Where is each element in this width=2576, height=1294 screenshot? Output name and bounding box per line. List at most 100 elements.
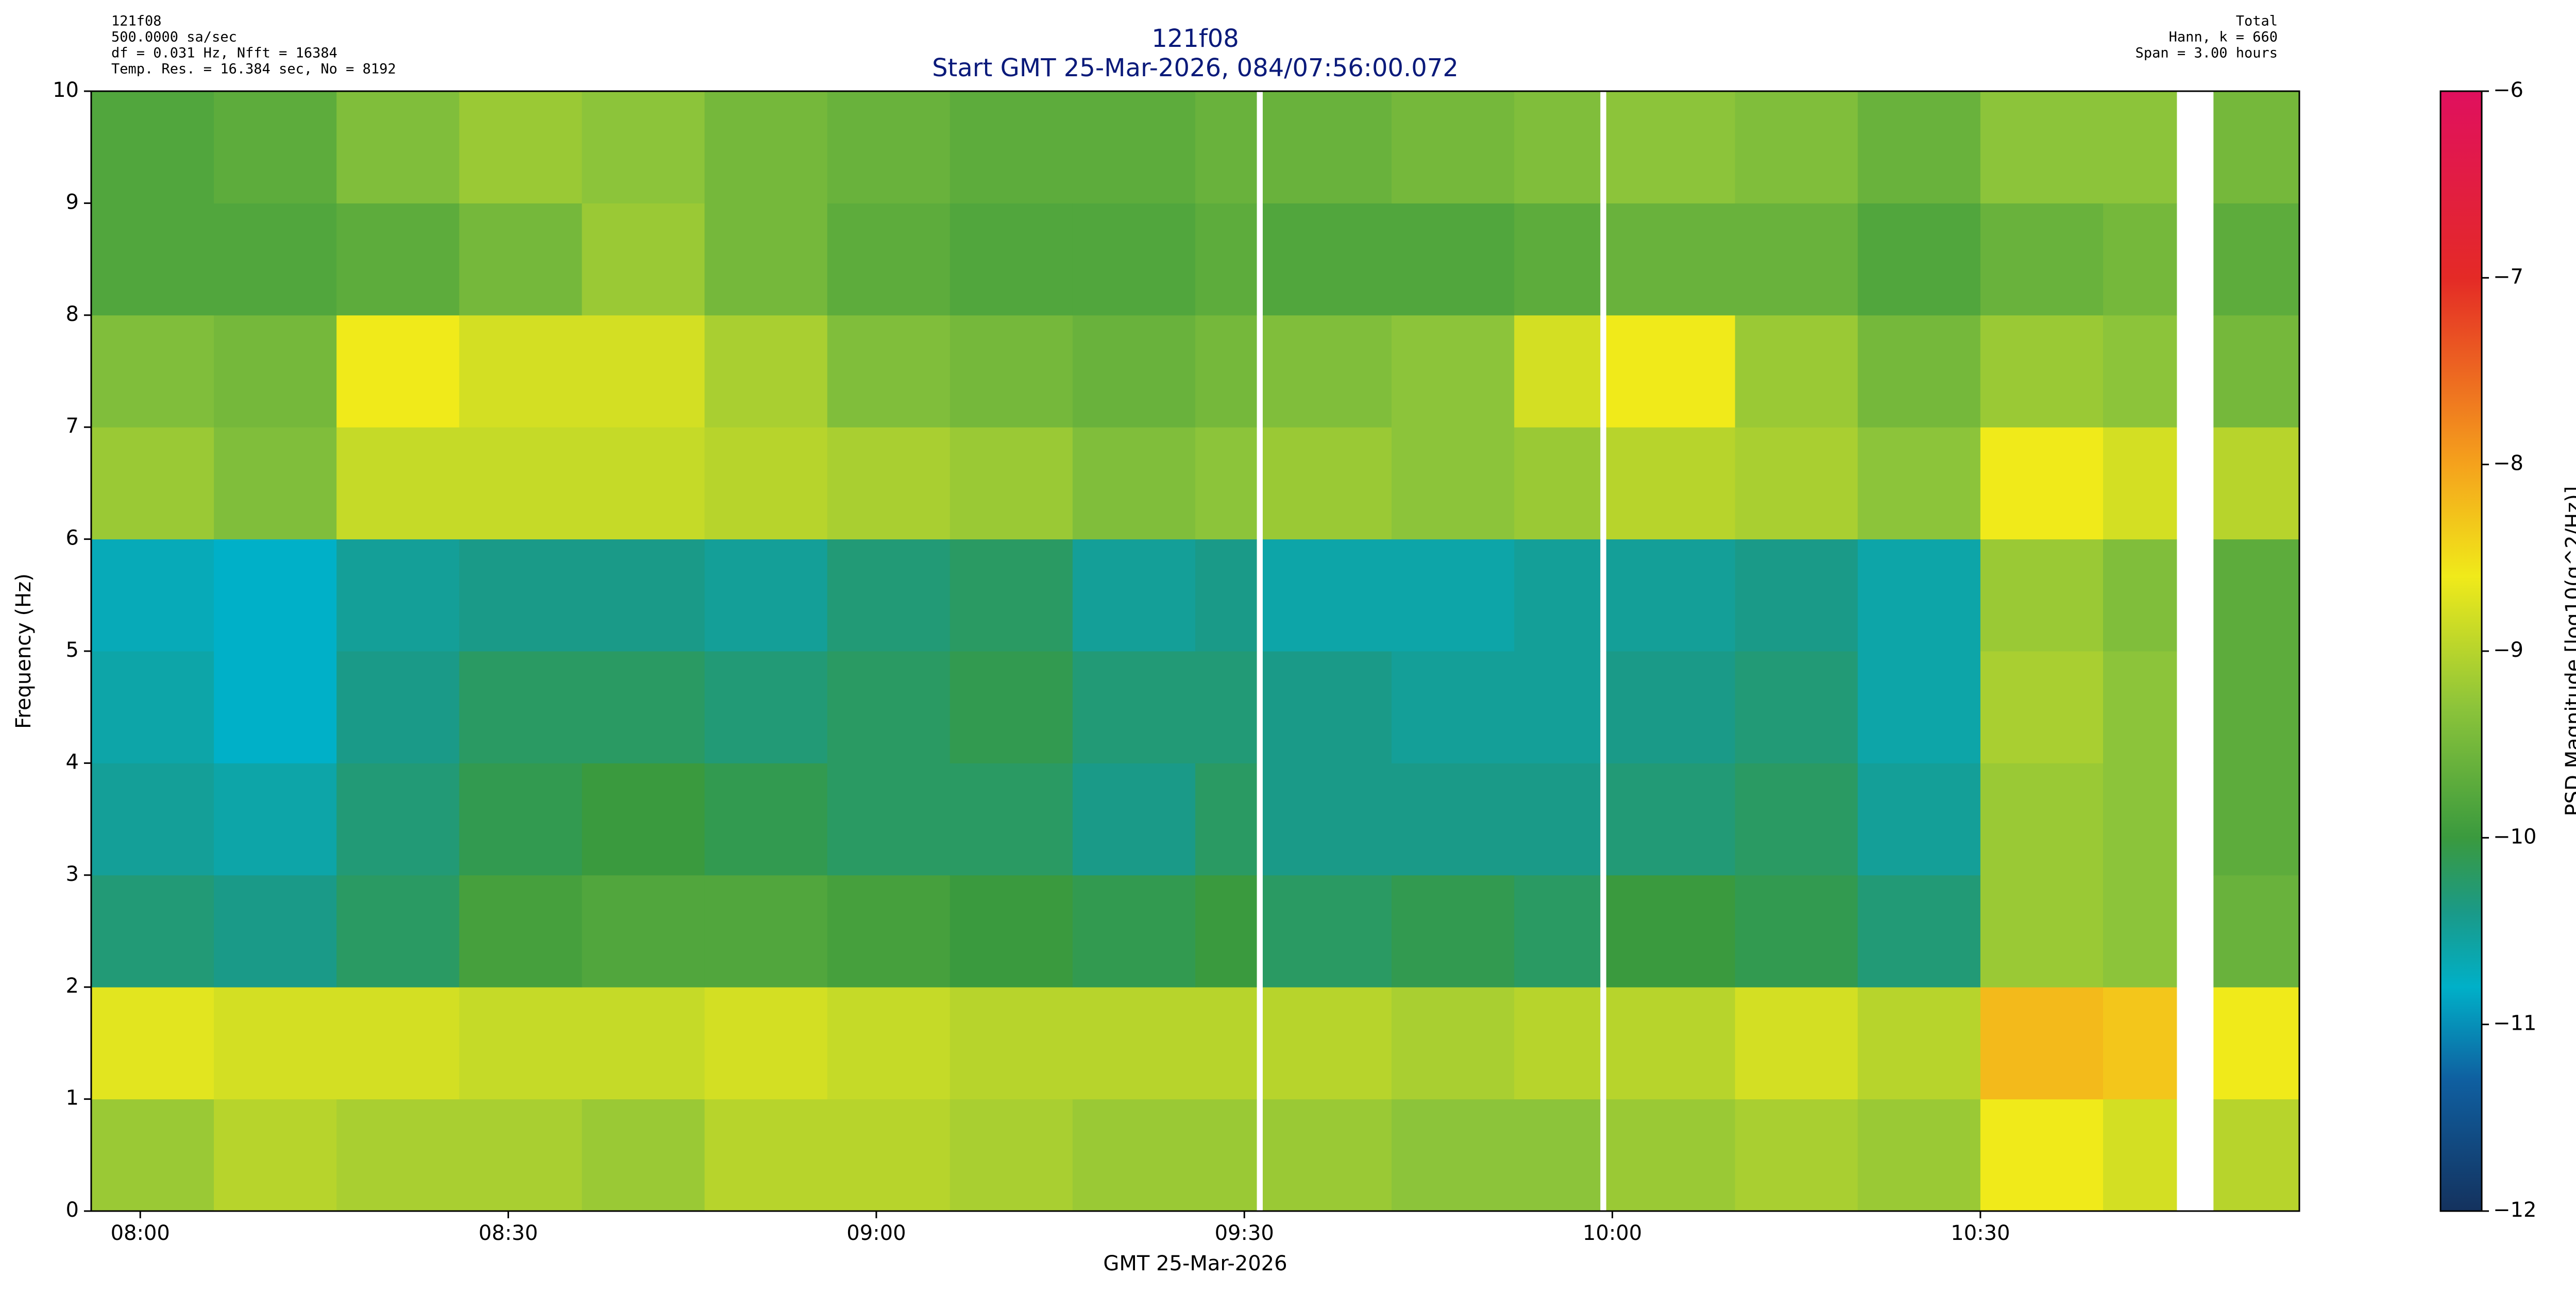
- heatmap-cell: [1391, 987, 1515, 1100]
- info-left: 500.0000 sa/sec: [111, 29, 237, 45]
- heatmap-cell: [91, 203, 214, 316]
- heatmap-cell: [459, 91, 582, 203]
- heatmap-cell: [1072, 875, 1196, 987]
- heatmap-cell: [1391, 539, 1515, 652]
- heatmap-cell: [1262, 427, 1392, 540]
- heatmap-cell: [1606, 539, 1736, 652]
- colorbar-tick-label: −12: [2493, 1198, 2536, 1222]
- x-tick-label: 08:30: [479, 1221, 538, 1245]
- heatmap-cell: [704, 987, 828, 1100]
- heatmap-cell: [950, 651, 1073, 763]
- heatmap-cell: [582, 315, 705, 428]
- heatmap-cell: [1857, 539, 1981, 652]
- heatmap-cell: [827, 91, 951, 203]
- heatmap-cell: [91, 91, 214, 203]
- heatmap-cell: [1606, 203, 1736, 316]
- heatmap-cell: [1195, 651, 1257, 763]
- heatmap-cell: [1980, 427, 2104, 540]
- x-tick-label: 10:30: [1951, 1221, 2010, 1245]
- heatmap-cell: [2213, 315, 2300, 428]
- heatmap-cell: [827, 315, 951, 428]
- heatmap-cell: [827, 539, 951, 652]
- y-tick-label: 8: [66, 302, 79, 326]
- heatmap-cell: [1072, 1099, 1196, 1212]
- heatmap-cell: [214, 987, 337, 1100]
- y-tick-label: 3: [66, 862, 79, 886]
- heatmap-cell: [582, 763, 705, 876]
- heatmap-cell: [582, 875, 705, 987]
- colorbar-tick-label: −7: [2493, 265, 2523, 288]
- heatmap-cell: [1514, 427, 1601, 540]
- heatmap-cell: [1514, 651, 1601, 763]
- heatmap-cell: [1980, 651, 2104, 763]
- heatmap-cell: [2103, 315, 2177, 428]
- info-left: Temp. Res. = 16.384 sec, No = 8192: [111, 61, 396, 77]
- heatmap-cell: [950, 427, 1073, 540]
- heatmap-cell: [1735, 1099, 1858, 1212]
- heatmap-cell: [459, 315, 582, 428]
- heatmap-cell: [2103, 763, 2177, 876]
- heatmap-cell: [2213, 539, 2300, 652]
- heatmap-cell: [459, 763, 582, 876]
- heatmap-cell: [950, 315, 1073, 428]
- heatmap-cell: [1391, 651, 1515, 763]
- heatmap-cell: [1514, 763, 1601, 876]
- heatmap-cell: [2213, 427, 2300, 540]
- heatmap-cell: [336, 203, 460, 316]
- heatmap-cell: [91, 539, 214, 652]
- heatmap-cell: [827, 987, 951, 1100]
- heatmap-cell: [1980, 875, 2104, 987]
- heatmap-cell: [91, 651, 214, 763]
- heatmap-cell: [827, 651, 951, 763]
- heatmap-cell: [214, 315, 337, 428]
- y-tick-label: 5: [66, 638, 79, 662]
- heatmap-cell: [1391, 91, 1515, 203]
- heatmap-cell: [1735, 763, 1858, 876]
- heatmap-cell: [336, 763, 460, 876]
- heatmap-cell: [336, 539, 460, 652]
- colorbar-tick-label: −9: [2493, 638, 2523, 662]
- heatmap-cell: [582, 203, 705, 316]
- heatmap-cell: [1262, 1099, 1392, 1212]
- heatmap-cell: [91, 875, 214, 987]
- heatmap-cell: [1072, 987, 1196, 1100]
- heatmap-cell: [2103, 875, 2177, 987]
- heatmap-cell: [336, 91, 460, 203]
- heatmap-cell: [2103, 651, 2177, 763]
- x-tick-label: 09:00: [846, 1221, 906, 1245]
- heatmap-cell: [1735, 91, 1858, 203]
- heatmap-cell: [1195, 91, 1257, 203]
- heatmap-cell: [1980, 763, 2104, 876]
- heatmap-cell: [1606, 315, 1736, 428]
- heatmap-cell: [1514, 91, 1601, 203]
- heatmap-cell: [582, 539, 705, 652]
- heatmap-cell: [2213, 1099, 2300, 1212]
- heatmap-cell: [1606, 987, 1736, 1100]
- heatmap-cell: [214, 539, 337, 652]
- heatmap-cell: [1072, 651, 1196, 763]
- info-left: df = 0.031 Hz, Nfft = 16384: [111, 45, 337, 61]
- heatmap-cell: [2213, 763, 2300, 876]
- heatmap-cell: [214, 203, 337, 316]
- y-tick-label: 2: [66, 974, 79, 998]
- heatmap-cell: [704, 315, 828, 428]
- heatmap-cell: [704, 203, 828, 316]
- heatmap-cell: [1514, 987, 1601, 1100]
- heatmap-cell: [827, 1099, 951, 1212]
- heatmap-cell: [1195, 987, 1257, 1100]
- heatmap-cell: [1606, 91, 1736, 203]
- heatmap-cell: [582, 651, 705, 763]
- heatmap-cell: [336, 427, 460, 540]
- y-tick-label: 7: [66, 414, 79, 438]
- y-axis-label: Frequency (Hz): [12, 573, 36, 729]
- heatmap-cell: [704, 1099, 828, 1212]
- heatmap-cell: [827, 875, 951, 987]
- x-axis-label: GMT 25-Mar-2026: [1103, 1252, 1287, 1275]
- heatmap-cell: [1735, 651, 1858, 763]
- chart-subtitle: Start GMT 25-Mar-2026, 084/07:56:00.072: [932, 54, 1459, 82]
- heatmap-cell: [214, 427, 337, 540]
- heatmap-cell: [1606, 875, 1736, 987]
- heatmap-cell: [459, 1099, 582, 1212]
- heatmap-cell: [1195, 203, 1257, 316]
